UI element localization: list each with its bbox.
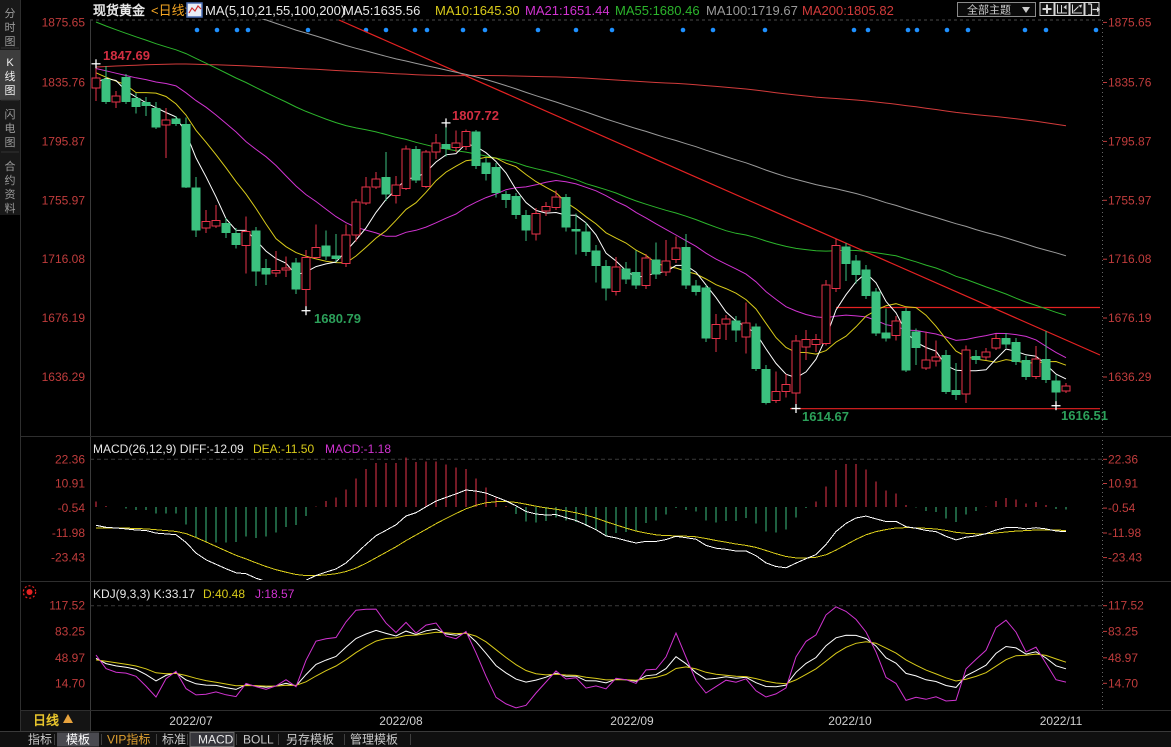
svg-text:1875.65: 1875.65 [42, 15, 86, 29]
svg-text:标准: 标准 [162, 733, 186, 747]
svg-text:另存模板: 另存模板 [286, 733, 334, 747]
svg-text:1636.29: 1636.29 [1108, 370, 1152, 384]
svg-text:日线: 日线 [33, 713, 59, 728]
svg-text:MA5:1635.56: MA5:1635.56 [343, 3, 420, 18]
svg-text:1716.08: 1716.08 [42, 252, 86, 266]
svg-text:MA200:1805.82: MA200:1805.82 [802, 3, 894, 18]
svg-text:1847.69: 1847.69 [103, 48, 150, 63]
svg-text:2022/07: 2022/07 [169, 714, 213, 728]
svg-text:KDJ(9,3,3) K:33.17: KDJ(9,3,3) K:33.17 [93, 587, 195, 601]
svg-text:-11.98: -11.98 [52, 526, 85, 540]
svg-text:-23.43: -23.43 [1108, 551, 1142, 565]
svg-text:2022/09: 2022/09 [610, 714, 654, 728]
svg-text:图: 图 [5, 136, 16, 149]
svg-text:10.91: 10.91 [1108, 477, 1138, 491]
svg-text:83.25: 83.25 [1108, 624, 1138, 638]
svg-text:BOLL: BOLL [243, 733, 274, 747]
svg-text:<日线>: <日线> [151, 3, 192, 18]
svg-text:K: K [6, 57, 14, 69]
svg-text:1614.67: 1614.67 [802, 409, 849, 424]
svg-text:模板: 模板 [66, 733, 90, 747]
svg-text:全部主题: 全部主题 [967, 3, 1011, 17]
svg-text:时: 时 [5, 21, 16, 34]
svg-text:MA100:1719.67: MA100:1719.67 [706, 3, 798, 18]
svg-text:14.70: 14.70 [1108, 676, 1138, 690]
svg-text:117.52: 117.52 [49, 599, 85, 613]
svg-text:1795.87: 1795.87 [1108, 134, 1152, 148]
svg-text:闪: 闪 [5, 107, 16, 121]
svg-text:1680.79: 1680.79 [314, 311, 361, 326]
svg-text:MA21:1651.44: MA21:1651.44 [525, 3, 610, 18]
svg-text:10.91: 10.91 [55, 477, 85, 491]
svg-text:48.97: 48.97 [1108, 651, 1138, 665]
svg-text:1795.87: 1795.87 [42, 134, 86, 148]
svg-text:1807.72: 1807.72 [452, 108, 499, 123]
svg-text:图: 图 [5, 35, 16, 48]
svg-text:约: 约 [5, 174, 16, 187]
svg-text:-0.54: -0.54 [58, 501, 86, 515]
svg-text:1636.29: 1636.29 [42, 370, 86, 384]
svg-text:分: 分 [5, 7, 16, 20]
svg-text:1755.97: 1755.97 [1108, 193, 1152, 207]
svg-text:MACD(26,12,9) DIFF:-12.09: MACD(26,12,9) DIFF:-12.09 [93, 442, 244, 456]
svg-text:MA55:1680.46: MA55:1680.46 [615, 3, 700, 18]
svg-text:DEA:-11.50: DEA:-11.50 [253, 442, 314, 456]
svg-text:MACD: MACD [198, 733, 234, 747]
svg-text:-23.43: -23.43 [51, 551, 85, 565]
svg-text:线: 线 [5, 69, 16, 83]
svg-text:VIP指标: VIP指标 [107, 732, 150, 747]
svg-text:资: 资 [5, 188, 16, 201]
svg-text:117.52: 117.52 [1108, 599, 1144, 613]
svg-text:1755.97: 1755.97 [42, 193, 86, 207]
svg-text:1716.08: 1716.08 [1108, 252, 1152, 266]
svg-text:1875.65: 1875.65 [1108, 15, 1152, 29]
svg-text:指标: 指标 [28, 732, 52, 747]
svg-text:-11.98: -11.98 [1108, 526, 1141, 540]
svg-text:83.25: 83.25 [55, 624, 85, 638]
svg-text:22.36: 22.36 [55, 452, 85, 466]
svg-text:MA10:1645.30: MA10:1645.30 [435, 3, 520, 18]
svg-text:-0.54: -0.54 [1108, 501, 1136, 515]
svg-text:48.97: 48.97 [55, 651, 85, 665]
svg-text:2022/08: 2022/08 [379, 714, 423, 728]
svg-text:2022/11: 2022/11 [1040, 714, 1083, 728]
svg-text:1616.51: 1616.51 [1061, 408, 1108, 423]
svg-text:管理模板: 管理模板 [350, 732, 398, 747]
svg-text:14.70: 14.70 [55, 676, 85, 690]
svg-text:1835.76: 1835.76 [42, 76, 86, 90]
svg-text:MA(5,10,21,55,100,200): MA(5,10,21,55,100,200) [205, 3, 345, 18]
svg-text:1676.19: 1676.19 [1108, 311, 1152, 325]
svg-text:D:40.48: D:40.48 [203, 587, 245, 601]
svg-text:现货黄金: 现货黄金 [93, 3, 146, 18]
svg-text:料: 料 [5, 201, 16, 215]
svg-text:合: 合 [5, 159, 16, 173]
svg-text:2022/10: 2022/10 [828, 714, 872, 728]
svg-text:电: 电 [5, 122, 16, 135]
svg-text:22.36: 22.36 [1108, 452, 1138, 466]
svg-text:J:18.57: J:18.57 [255, 587, 295, 601]
svg-text:图: 图 [5, 84, 16, 97]
svg-text:1676.19: 1676.19 [42, 311, 86, 325]
svg-text:1835.76: 1835.76 [1108, 76, 1152, 90]
svg-text:MACD:-1.18: MACD:-1.18 [325, 442, 391, 456]
